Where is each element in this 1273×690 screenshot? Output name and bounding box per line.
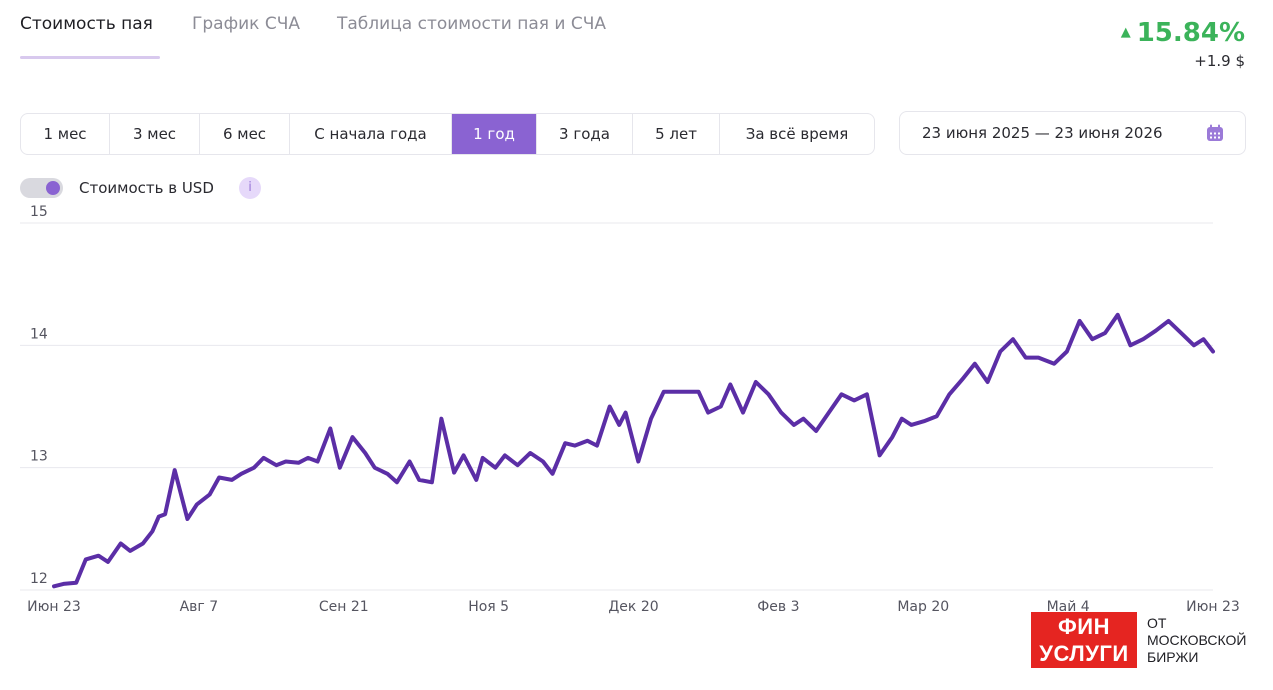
change-percent-row: ▲ 15.84% [1121, 18, 1245, 48]
logo-sub-2: МОСКОВСКОЙ [1147, 632, 1247, 648]
info-icon[interactable]: i [239, 177, 261, 199]
usd-toggle-label: Стоимость в USD [79, 179, 214, 197]
logo-sub-3: БИРЖИ [1147, 649, 1199, 665]
date-range-text: 23 июня 2025 — 23 июня 2026 [922, 124, 1163, 142]
tab-unit-price[interactable]: Стоимость пая [20, 14, 153, 34]
y-tick-label: 13 [30, 449, 48, 465]
period-5-years[interactable]: 5 лет [633, 114, 720, 154]
usd-toggle[interactable] [20, 178, 63, 198]
x-tick-label: Дек 20 [608, 599, 658, 615]
x-tick-label: Фев 3 [757, 599, 799, 615]
x-tick-label: Июн 23 [27, 599, 81, 615]
y-tick-label: 15 [30, 205, 48, 220]
triangle-up-icon: ▲ [1120, 25, 1131, 40]
x-tick-label: Июн 23 [1186, 599, 1240, 615]
series-line [52, 312, 1215, 589]
price-change: ▲ 15.84% +1.9 $ [1121, 18, 1245, 70]
logo-line-2: УСЛУГИ [1039, 641, 1129, 666]
x-tick-label: Май 4 [1047, 599, 1090, 615]
date-range-picker[interactable]: 23 июня 2025 — 23 июня 2026 [899, 111, 1246, 155]
period-6-months[interactable]: 6 мес [200, 114, 290, 154]
period-selector: 1 мес 3 мес 6 мес С начала года 1 год 3 … [20, 113, 875, 155]
x-tick-label: Авг 7 [180, 599, 219, 615]
period-ytd[interactable]: С начала года [290, 114, 452, 154]
change-absolute: +1.9 $ [1194, 52, 1245, 70]
period-3-years[interactable]: 3 года [537, 114, 633, 154]
period-1-year[interactable]: 1 год [452, 114, 537, 154]
active-tab-indicator [20, 56, 160, 59]
x-tick-label: Ноя 5 [468, 599, 509, 615]
calendar-icon [1207, 124, 1223, 141]
logo-line-1: ФИН [1058, 614, 1110, 639]
y-tick-label: 14 [30, 326, 48, 342]
y-tick-label: 12 [30, 571, 48, 587]
period-all-time[interactable]: За всё время [745, 125, 849, 143]
price-line-chart: 12 13 14 15 Июн 23 Авг 7 Сен 21 Ноя 5 Дек 20 Фев … [20, 205, 1240, 615]
change-percent: 15.84% [1136, 18, 1245, 48]
x-tick-label: Мар 20 [897, 599, 949, 615]
tab-nav-chart[interactable]: График СЧА [192, 14, 300, 34]
logo-red-box [1031, 612, 1137, 668]
tab-price-table[interactable]: Таблица стоимости пая и СЧА [337, 14, 606, 34]
period-1-month[interactable]: 1 мес [21, 114, 110, 154]
logo-sub-1: ОТ [1147, 615, 1167, 631]
period-3-months[interactable]: 3 мес [110, 114, 200, 154]
x-tick-label: Сен 21 [319, 599, 369, 615]
finuslugi-logo: ФИН УСЛУГИ ОТ МОСКОВСКОЙ БИРЖИ [1031, 612, 1261, 672]
toggle-knob [46, 181, 60, 195]
